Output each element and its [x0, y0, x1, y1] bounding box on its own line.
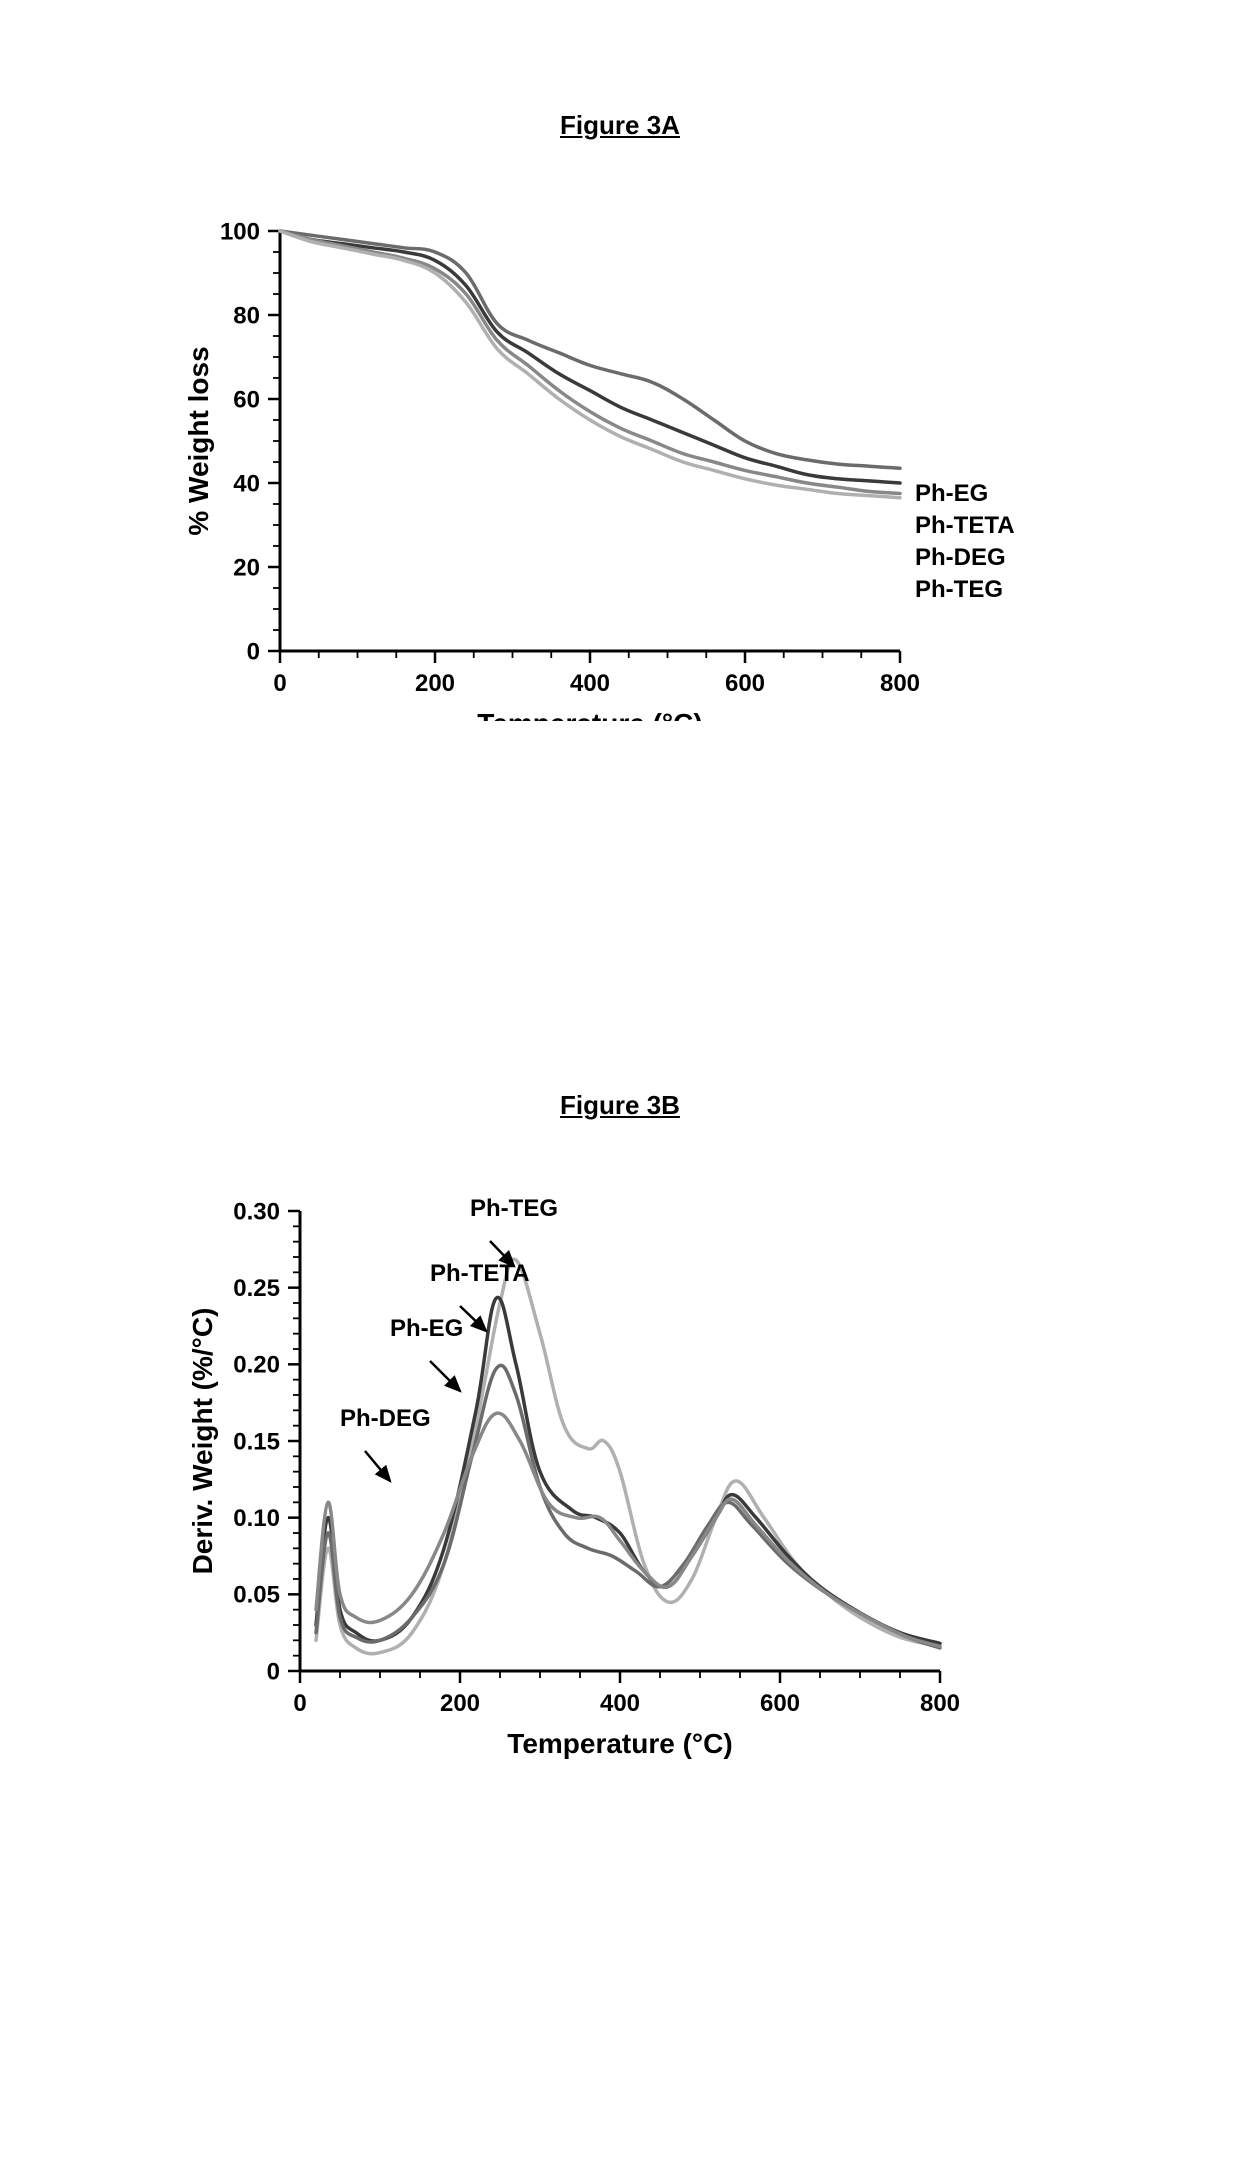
svg-text:0: 0: [293, 1690, 306, 1717]
svg-text:200: 200: [440, 1690, 480, 1717]
svg-text:80: 80: [233, 302, 260, 329]
figure-3b: Figure 3B 0 200 400 600 800 0 0.05 0.10 0.15 0.20…: [140, 1090, 1100, 1761]
svg-text:40: 40: [233, 470, 260, 497]
chart-3a: 0 200 400 600 800 0 20 40 60 80 100 Temperature (°C…: [140, 201, 1100, 721]
svg-text:Ph-TETA: Ph-TETA: [430, 1260, 530, 1287]
svg-text:400: 400: [600, 1690, 640, 1717]
svg-text:0: 0: [273, 670, 286, 697]
svg-text:400: 400: [570, 670, 610, 697]
svg-text:0.10: 0.10: [233, 1505, 280, 1532]
svg-text:600: 600: [760, 1690, 800, 1717]
figure-3a-title: Figure 3A: [140, 110, 1100, 141]
figure-3a: Figure 3A 0 200 400 600 800 0 20 40 60 80 100 Tempe…: [140, 110, 1100, 721]
svg-text:600: 600: [725, 670, 765, 697]
svg-text:Ph-DEG: Ph-DEG: [915, 544, 1006, 571]
svg-text:Ph-EG: Ph-EG: [915, 480, 988, 507]
svg-text:% Weight loss: % Weight loss: [183, 346, 214, 535]
svg-text:800: 800: [920, 1690, 960, 1717]
svg-text:200: 200: [415, 670, 455, 697]
svg-text:100: 100: [220, 218, 260, 245]
svg-text:Deriv. Weight (%/°C): Deriv. Weight (%/°C): [187, 1308, 218, 1575]
svg-text:Ph-TEG: Ph-TEG: [915, 576, 1003, 603]
chart-3b: 0 200 400 600 800 0 0.05 0.10 0.15 0.20 0.25 0.30 Te…: [140, 1181, 1100, 1761]
svg-text:60: 60: [233, 386, 260, 413]
svg-text:0.30: 0.30: [233, 1198, 280, 1225]
svg-text:0.25: 0.25: [233, 1275, 280, 1302]
svg-text:0.20: 0.20: [233, 1352, 280, 1379]
svg-text:0: 0: [247, 638, 260, 665]
svg-text:Ph-DEG: Ph-DEG: [340, 1405, 431, 1432]
svg-text:0.05: 0.05: [233, 1582, 280, 1609]
svg-text:0.15: 0.15: [233, 1428, 280, 1455]
svg-text:800: 800: [880, 670, 920, 697]
svg-text:Temperature (°C): Temperature (°C): [507, 1728, 732, 1759]
svg-text:20: 20: [233, 554, 260, 581]
svg-text:Ph-TEG: Ph-TEG: [470, 1195, 558, 1222]
svg-text:Ph-TETA: Ph-TETA: [915, 512, 1015, 539]
svg-text:0: 0: [267, 1658, 280, 1685]
figure-3b-title: Figure 3B: [140, 1090, 1100, 1121]
svg-text:Ph-EG: Ph-EG: [390, 1315, 463, 1342]
svg-text:Temperature (°C): Temperature (°C): [477, 708, 702, 721]
